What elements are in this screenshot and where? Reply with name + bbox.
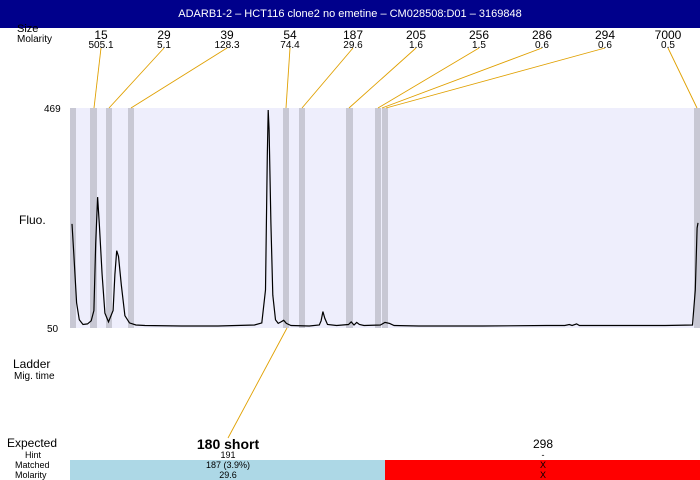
- matched-band: [70, 460, 385, 480]
- ladder-label: Ladder: [13, 357, 51, 371]
- peak-molarity-label: 0.5: [661, 40, 675, 51]
- expected-title: 180 short: [196, 436, 260, 452]
- expected-column: 180 short: [178, 436, 278, 452]
- peak-band: [299, 108, 305, 328]
- molarity-row-label: Molarity: [17, 34, 53, 45]
- peak-leader-line: [385, 47, 606, 109]
- expected-hint-value: 191: [220, 450, 236, 460]
- peak-leader-line: [667, 47, 698, 109]
- size-row-label: Size: [17, 23, 39, 35]
- peak-band: [70, 108, 76, 328]
- peak-molarity-label: 128.3: [214, 40, 239, 51]
- peak-leader-line: [377, 47, 480, 109]
- peak-size-label: 294: [595, 28, 615, 42]
- peak-molarity-label: 0.6: [598, 40, 612, 51]
- peak-molarity-label: 0.6: [535, 40, 549, 51]
- peak-molarity-label: 74.4: [280, 40, 300, 51]
- peak-size-label: 15: [94, 28, 108, 42]
- matched-label: Matched: [15, 460, 50, 470]
- peak-size-label: 256: [469, 28, 489, 42]
- expected-title: 298: [532, 437, 554, 451]
- peak-size-label: 54: [283, 28, 297, 42]
- peak-size-label: 286: [532, 28, 552, 42]
- peak-size-label: 187: [343, 28, 363, 42]
- expected-label: Expected: [7, 436, 58, 450]
- expected-leader-line: [227, 327, 288, 439]
- peak-leader-line: [381, 47, 543, 109]
- expected-molarity-value: 29.6: [219, 470, 237, 480]
- y-axis-max-label: 469: [44, 104, 61, 115]
- peak-band: [283, 108, 289, 328]
- expected-matched-value: 187 (3.9%): [205, 460, 251, 470]
- y-axis-min-label: 50: [47, 324, 59, 335]
- peak-leader-line: [130, 47, 228, 109]
- expected-hint-value: -: [541, 450, 545, 460]
- hint-label: Hint: [25, 450, 42, 460]
- peak-molarity-label: 29.6: [343, 40, 363, 51]
- peak-size-label: 29: [157, 28, 171, 42]
- peak-band: [375, 108, 381, 328]
- peak-molarity-label: 1.5: [472, 40, 486, 51]
- peak-size-label: 7000: [655, 28, 682, 42]
- peak-band: [694, 108, 700, 328]
- peak-band: [106, 108, 112, 328]
- trace-line: [71, 109, 699, 327]
- peak-band: [90, 108, 97, 328]
- chart-title: ADARB1-2 – HCT116 clone2 no emetine – CM…: [0, 0, 700, 28]
- peak-molarity-label: 1.6: [409, 40, 423, 51]
- expected-matched-value: X: [539, 460, 546, 470]
- expected-molarity-value: X: [539, 470, 546, 480]
- peak-band: [128, 108, 134, 328]
- peak-leader-line: [108, 47, 165, 109]
- peak-leader-line: [93, 47, 102, 109]
- mig-time-label: Mig. time: [14, 371, 55, 382]
- peak-leader-line: [348, 47, 417, 109]
- molarity-bottom-label: Molarity: [15, 470, 47, 480]
- peak-size-label: 205: [406, 28, 426, 42]
- peak-molarity-label: 5.1: [157, 40, 171, 51]
- peak-band: [382, 108, 388, 328]
- unmatched-band: [385, 460, 700, 480]
- peak-size-label: 39: [220, 28, 234, 42]
- peak-band: [346, 108, 353, 328]
- peak-leader-line: [285, 47, 291, 109]
- y-axis-title: Fluo.: [19, 213, 46, 227]
- peak-leader-line: [301, 47, 354, 109]
- peak-molarity-label: 505.1: [88, 40, 113, 51]
